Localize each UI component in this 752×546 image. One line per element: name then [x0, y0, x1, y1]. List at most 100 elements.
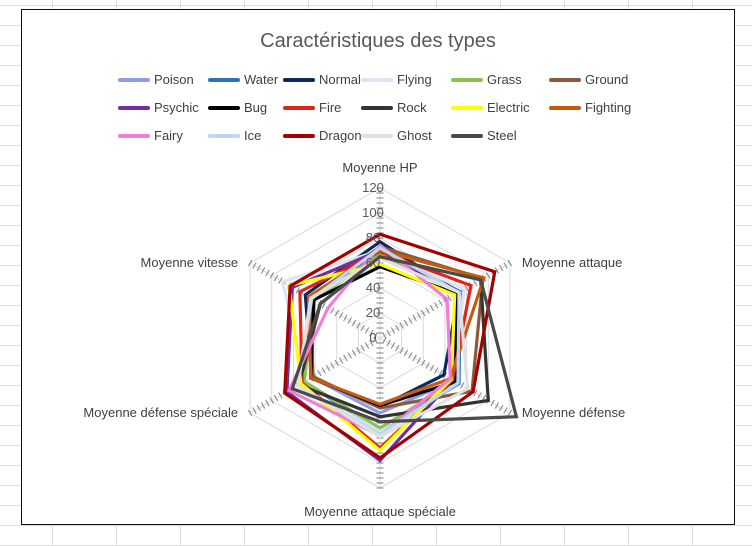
- legend-item-dragon: Dragon: [283, 128, 362, 143]
- legend-item-ground: Ground: [549, 72, 628, 87]
- tick-label: 80: [366, 230, 380, 245]
- axis-tick: [386, 329, 391, 337]
- legend-label: Electric: [487, 100, 530, 115]
- tick-label: 20: [366, 305, 380, 320]
- legend-swatch: [361, 77, 393, 82]
- axis-tick: [412, 314, 417, 322]
- axis-tick: [278, 277, 283, 284]
- legend-item-steel: Steel: [451, 128, 517, 143]
- axis-tick: [416, 357, 422, 364]
- series-ghost: [295, 256, 470, 439]
- legend-label: Ghost: [397, 128, 432, 143]
- axis-label: Moyenne défense spéciale: [83, 405, 238, 420]
- legend-label: Ground: [585, 72, 629, 87]
- axis-tick: [395, 324, 400, 332]
- axis-tick: [403, 349, 409, 357]
- axis-tick: [438, 369, 443, 377]
- tick-label: 0: [369, 330, 376, 345]
- legend-item-fire: Fire: [283, 100, 341, 115]
- axis-tick: [334, 359, 339, 367]
- legend-item-grass: Grass: [451, 72, 522, 87]
- legend-item-water: Water: [208, 72, 278, 87]
- legend-swatch: [208, 77, 240, 82]
- legend-swatch: [118, 133, 150, 138]
- axis-tick: [247, 259, 253, 267]
- series-fire: [298, 250, 473, 451]
- axis-tick: [356, 322, 361, 329]
- axis-tick: [295, 287, 300, 294]
- axis-tick: [256, 404, 261, 412]
- axis-tick: [473, 279, 478, 287]
- axis-tick: [434, 302, 439, 309]
- axis-tick: [477, 392, 482, 399]
- axis-tick: [273, 394, 279, 402]
- axis-tick: [278, 392, 283, 399]
- tick-label: 120: [362, 180, 384, 195]
- axis-tick: [321, 367, 326, 374]
- axis-tick: [364, 327, 370, 334]
- legend-swatch: [208, 133, 240, 138]
- axis-tick: [429, 364, 435, 372]
- axis-tick: [408, 352, 413, 359]
- axis-tick: [260, 402, 266, 409]
- axis-tick: [503, 407, 508, 414]
- axis-tick: [343, 354, 348, 362]
- axis-tick: [390, 342, 396, 349]
- legend-label: Fire: [319, 100, 342, 115]
- legend-swatch: [361, 133, 393, 138]
- axis-tick: [416, 312, 422, 319]
- axis-tick: [364, 342, 370, 349]
- axis-tick: [351, 349, 357, 357]
- tick-label: 40: [366, 280, 380, 295]
- axis-tick: [273, 274, 279, 282]
- legend-label: Ice: [244, 128, 262, 143]
- axis-tick: [425, 362, 430, 369]
- tick-label: 60: [366, 255, 380, 270]
- axis-tick: [425, 307, 430, 314]
- axis-tick: [421, 359, 426, 367]
- legend-swatch: [208, 105, 240, 110]
- axis-tick: [269, 272, 274, 279]
- axis-tick: [408, 317, 413, 324]
- axis-tick: [390, 327, 396, 334]
- axis-label: Moyenne vitesse: [141, 255, 239, 270]
- axis-tick: [347, 317, 352, 324]
- axis-tick: [460, 382, 465, 389]
- legend-swatch: [549, 105, 581, 110]
- axis-tick: [447, 294, 452, 302]
- axis-tick: [494, 267, 500, 274]
- axis-tick: [330, 307, 335, 314]
- axis-tick: [260, 267, 266, 274]
- legend-label: Fairy: [154, 128, 183, 143]
- axis-tick: [334, 309, 339, 317]
- legend-item-ice: Ice: [208, 128, 261, 143]
- axis-label: Moyenne attaque: [522, 255, 622, 270]
- axis-tick: [503, 262, 508, 269]
- axis-tick: [247, 409, 253, 417]
- axis-tick: [395, 344, 400, 352]
- axis-tick: [317, 369, 322, 377]
- axis-tick: [494, 402, 500, 409]
- legend-item-flying: Flying: [361, 72, 432, 87]
- axis-tick: [351, 319, 357, 327]
- axis-tick: [356, 347, 361, 354]
- axis-tick: [338, 312, 344, 319]
- axis-tick: [252, 407, 257, 414]
- legend-item-electric: Electric: [451, 100, 530, 115]
- axis-tick: [360, 344, 365, 352]
- axis-tick: [265, 399, 270, 407]
- axis-tick: [473, 389, 478, 397]
- legend-swatch: [283, 105, 315, 110]
- legend-swatch: [361, 105, 393, 110]
- legend-item-psychic: Psychic: [118, 100, 199, 115]
- axis-tick: [325, 364, 331, 372]
- axis-tick: [265, 269, 270, 277]
- legend-item-poison: Poison: [118, 72, 194, 87]
- legend-label: Normal: [319, 72, 361, 87]
- legend-label: Poison: [154, 72, 194, 87]
- axis-tick: [438, 299, 443, 307]
- legend-item-normal: Normal: [283, 72, 361, 87]
- axis-tick: [373, 332, 378, 339]
- legend-item-fighting: Fighting: [549, 100, 631, 115]
- axis-tick: [360, 324, 365, 332]
